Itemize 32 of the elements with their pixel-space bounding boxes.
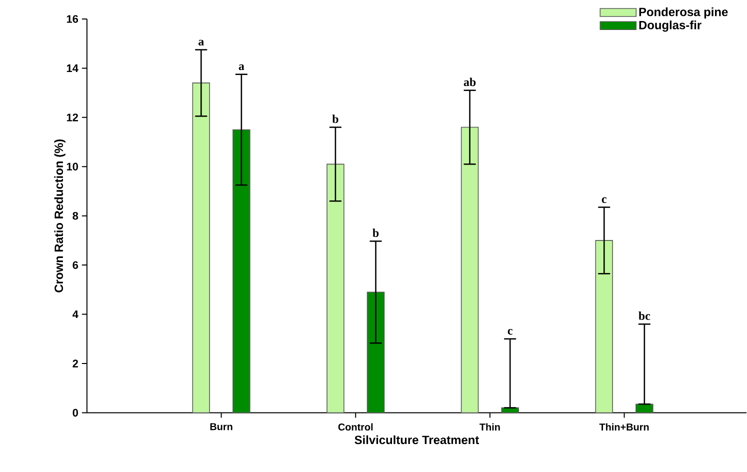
annotation: b	[332, 114, 338, 124]
bar	[595, 240, 613, 414]
y-tick-label: 8	[72, 212, 78, 220]
y-tick-label: 6	[72, 261, 78, 270]
y-axis-title: Crown Ratio Reduction (%)	[54, 140, 66, 293]
annotation: a	[238, 64, 244, 70]
annotation: b	[372, 228, 379, 238]
legend-label: Ponderosa pine	[639, 8, 728, 19]
y-tick-label: 12	[66, 114, 78, 122]
bar	[192, 82, 210, 414]
legend-label: Douglas-fir	[639, 20, 702, 32]
y-tick-label: 0	[72, 409, 78, 417]
bar	[636, 404, 654, 414]
x-tick-label: Thin+Burn	[599, 423, 649, 431]
y-tick-label: 2	[72, 360, 78, 368]
bar	[460, 127, 479, 414]
annotation: ab	[464, 78, 476, 86]
x-tick-label: Thin	[480, 423, 500, 431]
y-tick-label: 16	[66, 15, 78, 24]
bar	[326, 164, 344, 414]
annotation: a	[198, 40, 204, 46]
annotation: c	[602, 197, 606, 204]
annotation: c	[508, 329, 512, 335]
y-tick-label: 14	[66, 64, 78, 72]
y-tick-label: 4	[72, 310, 78, 318]
y-tick-label: 10	[66, 162, 78, 171]
x-tick-label: Control	[338, 423, 373, 431]
x-tick-label: Burn	[210, 423, 232, 430]
bar	[366, 292, 385, 414]
bar	[232, 129, 250, 414]
annotation: bc	[638, 312, 650, 320]
x-axis-title: Silviculture Treatment	[354, 436, 479, 444]
